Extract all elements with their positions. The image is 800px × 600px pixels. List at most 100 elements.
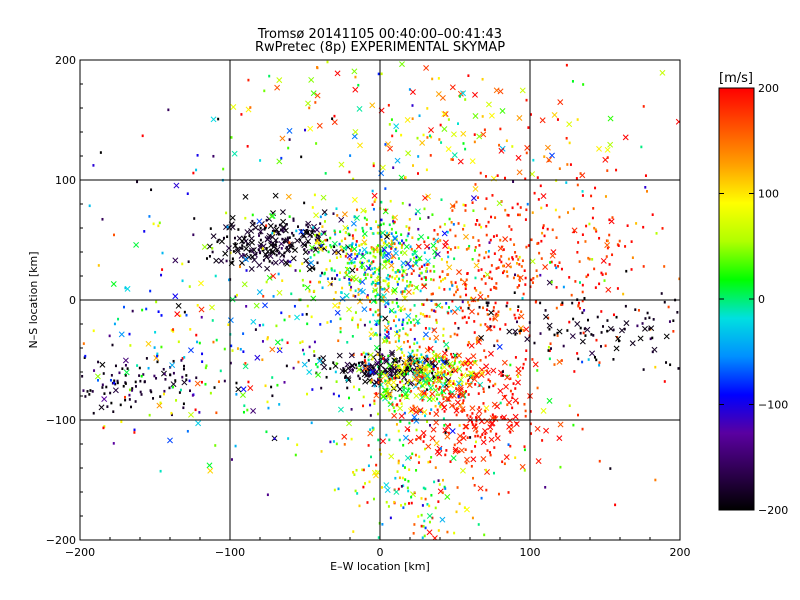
data-point-cross bbox=[229, 296, 236, 303]
data-point bbox=[315, 363, 318, 366]
data-point bbox=[211, 250, 214, 254]
data-point bbox=[317, 234, 320, 237]
data-point bbox=[477, 239, 480, 242]
data-point bbox=[271, 242, 274, 246]
data-point bbox=[323, 220, 326, 223]
data-point bbox=[524, 409, 527, 413]
data-point bbox=[372, 162, 375, 165]
data-point bbox=[274, 224, 277, 228]
data-point bbox=[112, 410, 115, 413]
data-point bbox=[475, 337, 478, 340]
data-point bbox=[418, 267, 421, 271]
data-point bbox=[577, 301, 580, 305]
data-point-cross bbox=[394, 157, 401, 164]
data-point bbox=[376, 293, 379, 297]
data-point bbox=[485, 488, 488, 492]
data-point-cross bbox=[353, 276, 360, 283]
data-point bbox=[410, 501, 413, 505]
data-point-cross bbox=[331, 119, 338, 126]
data-point-cross bbox=[615, 335, 622, 342]
data-point-cross bbox=[540, 193, 547, 200]
data-point bbox=[424, 497, 427, 501]
data-point bbox=[99, 151, 102, 154]
data-point bbox=[367, 358, 370, 362]
data-point bbox=[436, 233, 439, 236]
data-point-cross bbox=[348, 352, 355, 359]
data-point bbox=[83, 356, 86, 359]
data-point bbox=[396, 280, 399, 284]
data-point-cross bbox=[430, 426, 437, 433]
data-point bbox=[474, 372, 477, 376]
data-point bbox=[313, 289, 316, 293]
data-point bbox=[409, 308, 412, 312]
data-point bbox=[413, 249, 416, 253]
data-point bbox=[572, 317, 575, 321]
data-point bbox=[443, 222, 446, 226]
data-point bbox=[441, 371, 444, 375]
data-point bbox=[601, 273, 604, 276]
data-point-cross bbox=[569, 333, 576, 340]
data-point bbox=[246, 408, 249, 412]
data-point bbox=[468, 382, 471, 386]
data-point bbox=[452, 405, 455, 408]
data-point-cross bbox=[472, 113, 479, 119]
data-point bbox=[340, 248, 343, 252]
colorbar-tick-label: 100 bbox=[758, 188, 779, 201]
data-point bbox=[435, 247, 438, 250]
data-point-cross bbox=[579, 338, 586, 345]
data-point-cross bbox=[429, 359, 435, 366]
data-point bbox=[186, 429, 189, 433]
data-point bbox=[523, 402, 526, 406]
data-point bbox=[576, 183, 579, 187]
data-point-cross bbox=[470, 456, 477, 463]
data-point bbox=[409, 321, 412, 324]
data-point bbox=[330, 245, 333, 249]
data-point bbox=[141, 308, 144, 312]
data-point bbox=[503, 176, 506, 180]
data-point bbox=[377, 381, 380, 384]
data-point bbox=[454, 281, 457, 284]
data-point bbox=[408, 88, 411, 91]
data-point-cross bbox=[477, 485, 484, 492]
data-point bbox=[446, 251, 449, 254]
data-point bbox=[386, 384, 389, 388]
data-point bbox=[439, 123, 442, 127]
data-point bbox=[581, 290, 584, 294]
data-point bbox=[409, 245, 412, 249]
data-point bbox=[418, 381, 421, 384]
data-point bbox=[411, 252, 414, 256]
data-point bbox=[235, 293, 238, 297]
data-point bbox=[514, 316, 517, 320]
data-point bbox=[581, 311, 584, 315]
data-point bbox=[446, 530, 449, 534]
data-point bbox=[466, 272, 469, 275]
data-point bbox=[300, 155, 303, 159]
data-point bbox=[231, 257, 234, 261]
data-point bbox=[425, 388, 428, 391]
data-point bbox=[205, 364, 208, 368]
data-point-cross bbox=[320, 194, 327, 201]
data-point bbox=[313, 350, 316, 353]
data-point-cross bbox=[314, 92, 321, 99]
data-point bbox=[342, 250, 345, 253]
data-point bbox=[212, 340, 215, 344]
data-point-cross bbox=[417, 407, 424, 414]
data-point bbox=[475, 419, 478, 423]
data-point-cross bbox=[342, 367, 349, 374]
data-point bbox=[421, 384, 424, 388]
data-point bbox=[504, 323, 507, 326]
data-point bbox=[373, 402, 376, 405]
data-point bbox=[392, 319, 395, 323]
data-point bbox=[491, 194, 494, 197]
data-point bbox=[539, 301, 542, 305]
data-point bbox=[130, 405, 133, 409]
data-point bbox=[401, 243, 404, 247]
data-point bbox=[354, 489, 357, 493]
data-point-cross bbox=[278, 258, 285, 265]
data-point bbox=[336, 214, 339, 217]
data-point bbox=[554, 264, 557, 267]
data-point bbox=[345, 266, 348, 270]
data-point-cross bbox=[446, 264, 453, 271]
data-point bbox=[495, 234, 498, 237]
data-point bbox=[455, 285, 458, 289]
